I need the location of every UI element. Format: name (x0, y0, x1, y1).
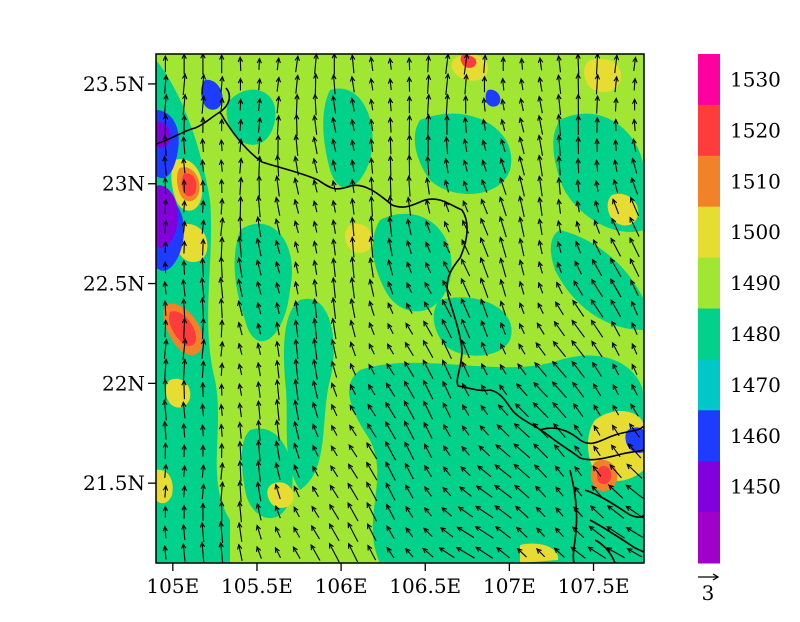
colorbar-label: 1480 (730, 322, 781, 346)
colorbar-swatch (698, 410, 720, 461)
x-axis: 105E 105.5E 106E 106.5E 107E 107.5E (146, 563, 629, 598)
colorbar-label: 1490 (730, 271, 781, 295)
colorbar-label: 1520 (730, 118, 781, 142)
y-tick-label: 23.5N (83, 72, 145, 96)
y-tick-label: 22N (102, 371, 145, 395)
y-tick-label: 23N (102, 172, 145, 196)
x-tick-label: 106E (315, 574, 368, 598)
colorbar-swatch (698, 207, 720, 258)
colorbar-swatch (698, 309, 720, 360)
x-tick-label: 105.5E (221, 574, 293, 598)
colorbar-swatch (698, 156, 720, 207)
contour-field (156, 54, 644, 563)
colorbar-swatch (698, 461, 720, 512)
colorbar-label: 1460 (730, 424, 781, 448)
x-tick-label: 106.5E (389, 574, 461, 598)
colorbar-label: 1470 (730, 373, 781, 397)
colorbar-swatch (698, 359, 720, 410)
colorbar-label: 1500 (730, 220, 781, 244)
colorbar: 1530 1520 1510 1500 1490 1480 1470 1460 1450 (698, 54, 781, 564)
colorbar-swatch (698, 105, 720, 156)
x-tick-label: 105E (146, 574, 199, 598)
colorbar-label: 1530 (730, 67, 781, 91)
colorbar-swatch (698, 512, 720, 563)
colorbar-label: 1450 (730, 475, 781, 499)
y-axis: 23.5N 23N 22.5N 22N 21.5N (83, 72, 156, 495)
colorbar-swatch (698, 258, 720, 309)
colorbar-label: 1510 (730, 169, 781, 193)
colorbar-swatch (698, 54, 720, 105)
reference-vector: 3 (698, 574, 718, 605)
x-tick-label: 107E (483, 574, 536, 598)
x-tick-label: 107.5E (558, 574, 630, 598)
y-tick-label: 21.5N (83, 471, 145, 495)
reference-vector-label: 3 (702, 581, 715, 605)
y-tick-label: 22.5N (83, 272, 145, 296)
